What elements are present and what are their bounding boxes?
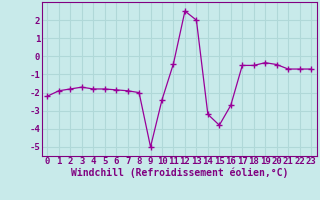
X-axis label: Windchill (Refroidissement éolien,°C): Windchill (Refroidissement éolien,°C): [70, 168, 288, 178]
